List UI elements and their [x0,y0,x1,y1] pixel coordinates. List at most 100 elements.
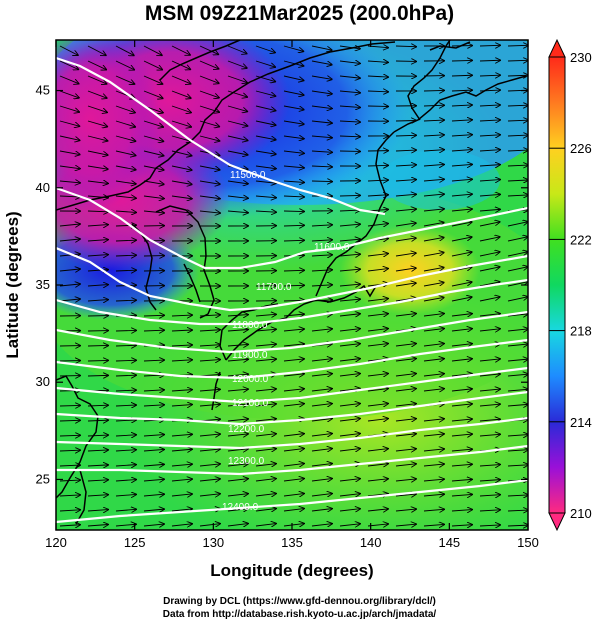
wind-arrow [59,166,80,169]
wind-arrow [479,194,500,196]
wind-arrow [423,150,444,151]
wind-arrow [339,91,360,93]
wind-arrow [115,420,136,421]
wind-arrow [367,299,388,301]
wind-arrow [115,509,136,511]
wind-arrow [423,389,444,391]
wind-arrow [367,46,388,48]
coastlines [56,40,527,525]
wind-arrow [479,222,500,227]
wind-arrow [339,121,360,122]
y-tick-label: 40 [36,180,50,195]
wind-arrow [283,314,304,316]
wind-arrow [395,209,416,211]
wind-arrow [423,329,444,331]
wind-arrow [199,315,220,316]
wind-arrow [115,375,136,376]
wind-arrow [423,209,444,211]
wind-arrow [59,420,80,421]
wind-arrow [87,495,108,496]
wind-arrow [395,464,416,466]
wind-arrow [171,464,192,466]
wind-arrow [255,75,275,82]
wind-arrow [423,374,444,376]
contour-labels: 11500.0 11600.0 11700.0 11800.0 11900.0 … [222,170,350,513]
wind-arrow [115,181,136,184]
wind-arrow [199,45,218,54]
wind-arrow [395,524,416,526]
wind-arrow [479,120,500,121]
contour-label: 11800.0 [232,320,268,331]
wind-arrow [115,270,136,271]
wind-arrow [143,315,164,316]
wind-arrow [507,435,528,436]
wind-arrow [143,75,162,84]
wind-arrow [339,494,360,496]
wind-arrow [171,60,190,69]
wind-arrow [115,196,136,198]
wind-arrow [451,150,472,151]
wind-arrow [87,375,108,376]
wind-arrow [283,329,304,331]
wind-arrow [367,344,388,346]
wind-arrow [423,509,444,511]
wind-arrow [339,329,360,331]
wind-arrow [311,121,332,123]
wind-arrow [451,105,472,106]
wind-arrow [367,374,388,376]
wind-arrow [339,404,360,406]
wind-arrow [115,330,136,331]
wind-arrow [87,135,107,141]
wind-arrow [255,404,276,406]
wind-arrow [395,46,416,47]
wind-arrow [255,449,276,451]
wind-arrow [479,282,500,287]
wind-arrow [87,510,108,511]
wind-arrow [255,90,275,96]
wind-arrow [311,494,332,496]
wind-arrow [143,45,162,55]
colorbar-min-arrow [548,512,566,532]
wind-arrow [339,224,360,226]
wind-arrow [171,330,192,331]
wind-arrow [59,150,80,155]
wind-arrow [59,465,80,466]
wind-arrow [395,165,416,166]
wind-arrow [339,269,360,271]
wind-arrow [423,179,444,181]
wind-arrow [283,524,304,526]
wind-arrow [339,76,360,78]
wind-arrow [255,524,276,526]
wind-arrow [451,404,472,406]
wind-arrow [311,404,332,406]
wind-arrow [507,450,528,451]
wind-arrow [423,449,444,451]
wind-arrow [507,237,528,242]
wind-arrow [171,509,192,511]
wind-arrow [311,464,332,466]
wind-arrow [199,389,220,391]
wind-arrow [311,374,332,376]
wind-arrow [367,314,388,316]
wind-arrow [227,105,247,111]
wind-arrow [311,524,332,526]
wind-arrow [227,404,248,406]
wind-arrow [395,238,416,241]
wind-arrow [283,45,303,51]
wind-arrow [367,91,388,92]
wind-arrow [87,75,106,84]
wind-arrow [451,252,472,257]
wind-arrow [255,196,276,198]
wind-arrow [367,180,388,181]
wind-arrow [115,524,136,526]
wind-arrow [115,435,136,436]
wind-arrow [171,211,192,213]
wind-arrow [283,389,304,391]
wind-arrow [451,434,472,436]
wind-arrow [451,525,472,526]
wind-arrow [199,345,220,346]
wind-arrow [395,434,416,436]
wind-arrow [87,120,107,127]
wind-arrow [451,314,472,316]
wind-arrow [423,494,444,496]
